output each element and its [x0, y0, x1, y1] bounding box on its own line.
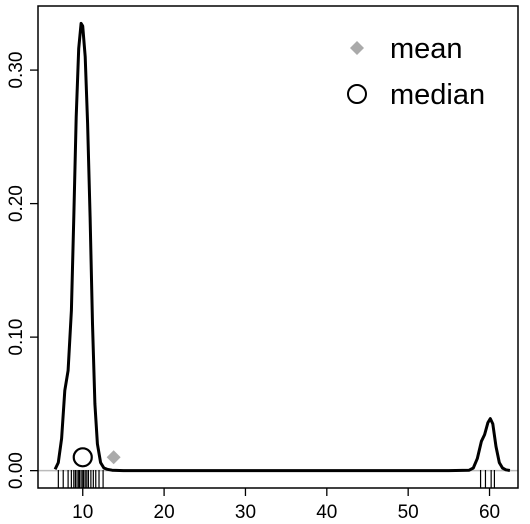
x-tick-label: 40: [316, 502, 337, 523]
x-axis: 10 20 30 40 50 60: [72, 488, 500, 523]
y-tick-label: 0.10: [6, 319, 27, 356]
x-tick-label: 30: [235, 502, 256, 523]
plot-frame: [37, 5, 519, 489]
y-tick-label: 0.00: [6, 452, 27, 489]
rug-marks: [57, 470, 496, 488]
y-tick-label: 0.30: [6, 52, 27, 89]
x-tick-label: 10: [72, 502, 93, 523]
legend-mean-symbol: [350, 41, 364, 55]
x-tick-label: 60: [479, 502, 500, 523]
mean-marker: [106, 450, 121, 465]
legend-median-symbol: [347, 84, 367, 104]
x-tick-label: 50: [398, 502, 419, 523]
legend: mean median: [347, 33, 485, 111]
median-marker: [72, 447, 93, 468]
density-curve: [53, 21, 511, 473]
legend-label: median: [390, 79, 485, 111]
summary-markers: [72, 447, 121, 468]
y-axis: 0.00 0.10 0.20 0.30: [6, 52, 38, 489]
y-tick-label: 0.20: [6, 185, 27, 222]
x-tick-label: 20: [154, 502, 175, 523]
legend-label: mean: [390, 33, 463, 65]
